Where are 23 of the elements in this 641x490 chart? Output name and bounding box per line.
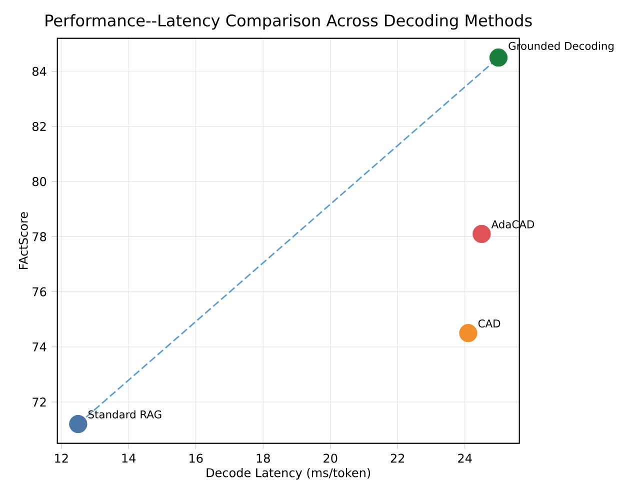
x-axis-title: Decode Latency (ms/token) <box>206 468 370 480</box>
annotation: Standard RAG <box>88 410 162 418</box>
x-tick-label: 22 <box>390 454 404 463</box>
x-tick-label: 20 <box>324 454 338 463</box>
x-tick-label: 18 <box>256 454 270 463</box>
point <box>472 224 491 244</box>
y-tick-label: 74 <box>32 342 46 352</box>
point <box>69 414 88 434</box>
y-tick-label: 76 <box>32 287 46 296</box>
point <box>489 48 508 67</box>
point <box>459 324 478 342</box>
y-axis-title: FActScore <box>18 212 28 270</box>
y-tick-label: 84 <box>32 66 46 76</box>
y-tick-label: 78 <box>32 232 46 242</box>
annotation: CAD <box>478 319 500 328</box>
x-tick-label: 16 <box>190 454 203 463</box>
chart-title: Performance--Latency Comparison Across Decoding Methods <box>46 14 532 30</box>
y-tick-label: 72 <box>32 398 46 406</box>
y-tick-label: 80 <box>32 177 46 186</box>
y-tick-label: 82 <box>32 122 46 132</box>
x-tick-label: 14 <box>122 454 136 462</box>
x-tick-label: 12 <box>55 454 68 463</box>
x-tick-label: 24 <box>458 454 472 463</box>
